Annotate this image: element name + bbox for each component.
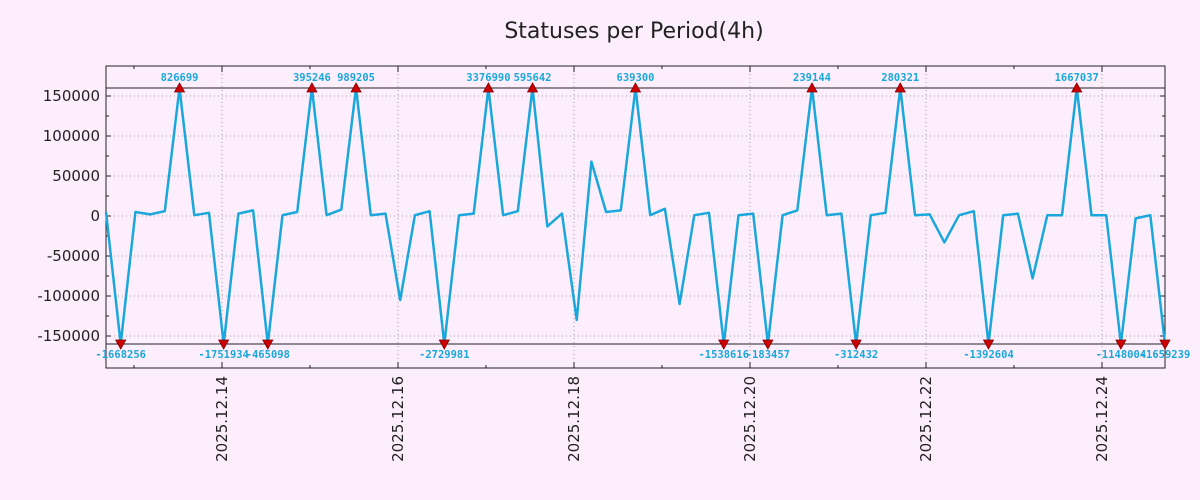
peak-marker-up <box>806 82 818 93</box>
peak-markers <box>115 82 1171 350</box>
peak-value-label: -465098 <box>246 349 290 361</box>
peak-value-label: -1751934 <box>198 349 249 361</box>
peak-marker-down <box>718 339 730 350</box>
peak-value-label: 595642 <box>514 72 552 84</box>
peak-value-label: 3376990 <box>466 72 510 84</box>
peak-labels: -1668256 826699 -1751934-465098 395246 98920… <box>95 72 1190 361</box>
y-tick-label: 150000 <box>43 87 100 105</box>
peak-marker-down <box>850 339 862 350</box>
y-tick-label: 50000 <box>52 167 100 185</box>
peak-marker-up <box>894 82 906 93</box>
peak-marker-down <box>762 339 774 350</box>
x-tick-label: 2025.12.16 <box>389 376 407 462</box>
peak-value-label: -1659239 <box>1140 349 1191 361</box>
peak-marker-up <box>350 82 362 93</box>
peak-value-label: 639300 <box>617 72 655 84</box>
peak-value-label: 239144 <box>793 72 831 84</box>
peak-marker-down <box>1115 339 1127 350</box>
y-tick-label: 100000 <box>43 127 100 145</box>
peak-marker-down <box>262 339 274 350</box>
peak-marker-down <box>1159 339 1171 350</box>
peak-value-label: 395246 <box>293 72 331 84</box>
peak-value-label: -312432 <box>834 349 878 361</box>
peak-marker-up <box>482 82 495 93</box>
y-tick-label: -50000 <box>47 247 100 265</box>
y-tick-label: -100000 <box>37 287 100 305</box>
x-tick-label: 2025.12.20 <box>741 376 759 462</box>
x-tick-label: 2025.12.14 <box>213 376 231 462</box>
peak-value-label: -2729981 <box>419 349 470 361</box>
peak-marker-up <box>306 82 318 93</box>
peak-marker-up <box>1071 82 1083 93</box>
peak-marker-down <box>217 339 230 350</box>
peak-value-label: -1148004 <box>1096 349 1147 361</box>
x-tick-label: 2025.12.24 <box>1093 376 1111 462</box>
peak-marker-down <box>115 339 127 350</box>
y-axis: 150000 100000 50000 0 -50000 -100000 -150000 <box>37 87 1165 345</box>
x-tick-label: 2025.12.22 <box>917 376 935 462</box>
chart-title: Statuses per Period(4h) <box>504 19 763 44</box>
peak-value-label: 1667037 <box>1055 72 1099 84</box>
x-tick-label: 2025.12.18 <box>565 376 583 462</box>
peak-marker-down <box>438 339 450 350</box>
peak-value-label: 826699 <box>161 72 199 84</box>
peak-marker-down <box>982 339 995 350</box>
peak-value-label: -1538616 <box>698 349 749 361</box>
peak-marker-up <box>526 82 539 93</box>
y-tick-label: 0 <box>90 207 100 225</box>
peak-value-label: -183457 <box>746 349 790 361</box>
peak-value-label: 280321 <box>881 72 919 84</box>
y-tick-label: -150000 <box>37 327 100 345</box>
peak-value-label: -1668256 <box>95 349 146 361</box>
x-axis: 2025.12.14 2025.12.16 2025.12.18 2025.12.20… <box>133 66 1111 462</box>
peak-marker-up <box>629 82 642 93</box>
peak-value-label: -1392604 <box>963 349 1014 361</box>
peak-marker-up <box>173 82 186 93</box>
peak-value-label: 989205 <box>337 72 375 84</box>
